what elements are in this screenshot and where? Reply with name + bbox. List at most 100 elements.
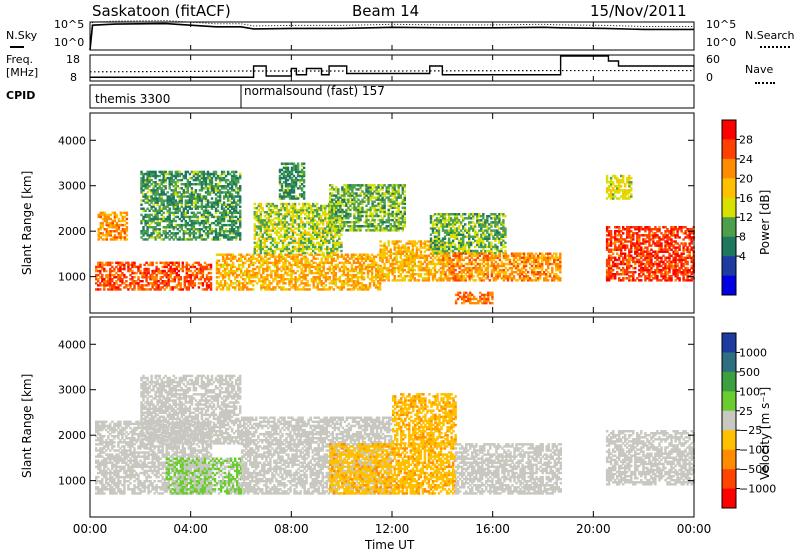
heat-cell bbox=[174, 174, 178, 178]
heat-cell bbox=[242, 284, 245, 287]
heat-cell bbox=[417, 254, 421, 258]
heat-cell bbox=[235, 232, 238, 235]
heat-cell bbox=[259, 221, 263, 224]
heat-cell bbox=[217, 271, 221, 275]
heat-cell bbox=[302, 172, 306, 176]
heat-cell bbox=[271, 227, 275, 230]
heat-cell bbox=[291, 208, 295, 212]
heat-cell bbox=[447, 251, 451, 255]
heat-cell bbox=[346, 280, 350, 283]
heat-cell bbox=[411, 240, 415, 243]
heat-cell bbox=[200, 236, 204, 239]
heat-cell bbox=[303, 247, 307, 251]
heat-cell bbox=[282, 181, 286, 184]
heat-cell bbox=[182, 211, 186, 215]
heat-cell bbox=[462, 231, 465, 234]
heat-cell bbox=[228, 219, 232, 223]
heat-cell bbox=[341, 202, 344, 205]
heat-cell bbox=[169, 271, 172, 275]
heat-cell bbox=[472, 249, 475, 253]
heat-cell bbox=[329, 227, 332, 230]
heat-cell bbox=[240, 259, 243, 263]
heat-cell bbox=[413, 244, 417, 247]
heat-cell bbox=[364, 288, 368, 291]
heat-cell bbox=[257, 204, 261, 208]
heat-cell bbox=[279, 223, 283, 226]
heat-cell bbox=[389, 264, 392, 268]
heat-cell bbox=[158, 234, 161, 237]
heat-cell bbox=[287, 231, 291, 234]
heat-cell bbox=[232, 176, 236, 180]
heat-cell bbox=[97, 228, 100, 231]
heat-cell bbox=[339, 216, 342, 220]
heat-cell bbox=[324, 273, 328, 277]
heat-cell bbox=[353, 227, 356, 230]
heat-cell bbox=[287, 247, 291, 251]
heat-cell bbox=[287, 211, 291, 214]
heat-cell bbox=[214, 209, 218, 213]
heat-cell bbox=[304, 273, 307, 277]
heat-cell bbox=[360, 276, 364, 279]
heat-cell bbox=[257, 225, 261, 228]
heat-cell bbox=[210, 215, 214, 219]
heat-cell bbox=[352, 280, 356, 283]
heat-cell bbox=[232, 178, 236, 182]
heat-cell bbox=[230, 213, 234, 217]
heat-cell bbox=[254, 271, 257, 275]
heat-cell bbox=[200, 181, 204, 184]
heat-cell bbox=[194, 232, 198, 235]
heat-cell bbox=[269, 233, 273, 236]
heat-cell bbox=[242, 286, 245, 289]
heat-cell bbox=[238, 288, 241, 291]
heat-cell bbox=[478, 213, 481, 216]
heat-cell bbox=[223, 271, 227, 275]
heat-cell bbox=[337, 196, 340, 199]
heat-cell bbox=[310, 278, 313, 281]
heat-cell bbox=[174, 185, 178, 188]
heat-cell bbox=[218, 199, 222, 202]
heat-cell bbox=[356, 280, 360, 283]
heat-cell bbox=[387, 266, 390, 270]
heat-cell bbox=[326, 229, 329, 232]
heat-cell bbox=[460, 245, 463, 249]
heat-cell bbox=[352, 259, 356, 263]
heat-cell bbox=[214, 215, 218, 219]
heat-cell bbox=[447, 223, 451, 226]
heat-cell bbox=[431, 254, 435, 258]
heat-cell bbox=[215, 280, 219, 283]
heat-cell bbox=[362, 278, 366, 281]
heat-cell bbox=[230, 207, 234, 210]
heat-cell bbox=[348, 280, 352, 283]
heat-cell bbox=[346, 261, 350, 265]
heat-cell bbox=[250, 282, 253, 285]
heat-cell bbox=[405, 262, 409, 266]
heat-cell bbox=[105, 223, 109, 227]
heat-cell bbox=[449, 213, 453, 216]
heat-cell bbox=[157, 269, 160, 273]
heat-cell bbox=[339, 229, 342, 232]
heat-cell bbox=[474, 231, 477, 234]
heat-cell bbox=[271, 237, 275, 240]
heat-cell bbox=[174, 219, 178, 223]
heat-cell bbox=[482, 239, 485, 243]
heat-cell bbox=[190, 221, 194, 225]
heat-cell bbox=[273, 227, 277, 230]
heat-cell bbox=[316, 225, 319, 228]
heat-cell bbox=[179, 284, 183, 287]
heat-cell bbox=[328, 255, 332, 258]
heat-cell bbox=[439, 277, 443, 280]
heat-cell bbox=[476, 213, 479, 216]
heat-cell bbox=[329, 202, 332, 205]
heat-cell bbox=[381, 250, 384, 253]
heat-cell bbox=[168, 215, 171, 219]
heat-cell bbox=[283, 247, 287, 251]
heat-cell bbox=[228, 232, 232, 235]
heat-cell bbox=[437, 233, 441, 236]
heat-cell bbox=[146, 172, 149, 176]
heat-cell bbox=[209, 263, 213, 267]
heat-cell bbox=[360, 267, 364, 271]
heat-cell bbox=[206, 203, 210, 206]
heat-cell bbox=[383, 256, 386, 260]
heat-cell bbox=[423, 250, 427, 253]
heat-cell bbox=[472, 237, 475, 240]
